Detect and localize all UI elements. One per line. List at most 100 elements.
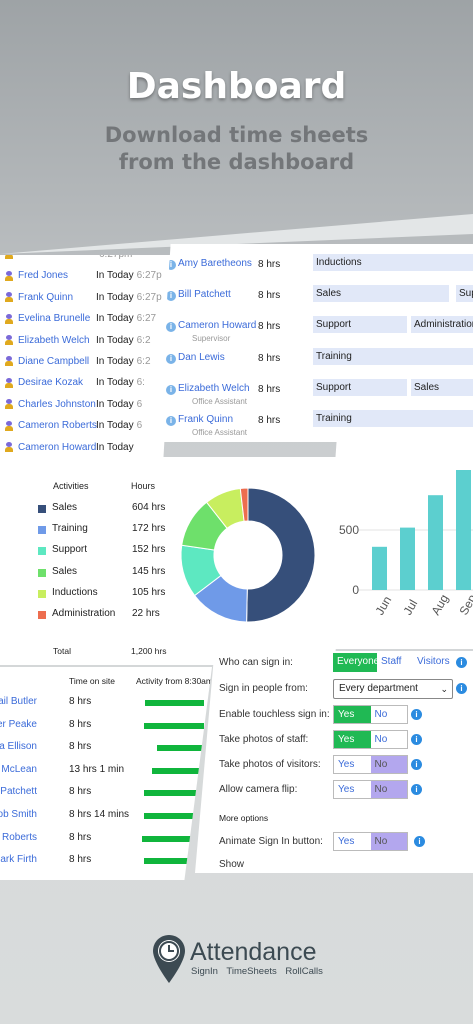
touchless-yes[interactable]: Yes	[334, 706, 371, 723]
visitor-name[interactable]: Clark Firth	[0, 854, 37, 866]
brand-name: Attendance	[190, 938, 317, 966]
legend-value: 22 hrs	[132, 608, 160, 619]
info-icon: i	[166, 260, 176, 270]
photos-visitors-label: Take photos of visitors:	[219, 759, 321, 770]
person-name[interactable]: Elizabeth Welch	[18, 334, 90, 346]
legend-swatch	[38, 505, 46, 513]
camera-flip-toggle: Yes No	[333, 780, 408, 799]
x-tick-label: Jul	[400, 597, 420, 617]
legend-value: 105 hrs	[132, 586, 166, 598]
staff-name[interactable]: Frank Quinn	[178, 414, 234, 425]
who-everyone[interactable]: Everyone	[333, 653, 379, 672]
person-name[interactable]: Desirae Kozak	[18, 377, 84, 389]
time-on-site: 8 hrs	[69, 718, 92, 730]
table-row[interactable]: Clark Firth 8 hrs	[0, 854, 212, 868]
touchless-no[interactable]: No	[374, 709, 388, 720]
table-row[interactable]: Abigail Butler 8 hrs	[0, 696, 212, 710]
person-time: 6	[136, 398, 143, 410]
visitor-name[interactable]: Abigail Butler	[0, 696, 37, 707]
person-name[interactable]: Diane Campbell	[18, 356, 90, 367]
activity-bar-fill	[142, 835, 204, 842]
more-options-heading: More options	[219, 813, 269, 823]
visitor-name[interactable]: Amelia Ellison	[0, 741, 37, 753]
list-item[interactable]: Cameron RobertsIn Today 6	[5, 420, 142, 434]
animate-info-icon[interactable]: i	[414, 836, 425, 847]
photos-staff-no[interactable]: No	[374, 734, 388, 745]
legend-value: 172 hrs	[132, 523, 166, 535]
list-item[interactable]: Charles JohnstonIn Today 6	[5, 399, 142, 413]
hero-subtitle: Download time sheets from the dashboard	[0, 122, 473, 176]
photos-visitors-info-icon[interactable]: i	[411, 759, 422, 770]
staff-hours: 8 hrs	[258, 259, 281, 270]
list-item[interactable]: Fred Jones In Today 6:27p	[5, 270, 162, 284]
list-item[interactable]: Evelina Brunelle In Today 6:27	[5, 313, 156, 327]
table-row[interactable]: Amelia Ellison 8 hrs	[0, 741, 212, 755]
person-status: In Today	[96, 313, 134, 325]
time-on-site: 8 hrs 14 mins	[69, 809, 130, 820]
table-row[interactable]: Anne McLean 13 hrs 1 min	[0, 764, 212, 778]
person-status: In Today	[96, 420, 134, 432]
location-clock-icon	[153, 935, 185, 983]
photos-staff-yes[interactable]: Yes	[334, 731, 371, 748]
table-row[interactable]: Bob Smith 8 hrs 14 mins	[0, 809, 212, 823]
animate-yes[interactable]: Yes	[338, 836, 355, 847]
photos-staff-info-icon[interactable]: i	[411, 734, 422, 745]
camera-flip-no[interactable]: No	[370, 781, 407, 798]
table-row[interactable]: Bill Patchett 8 hrs	[0, 786, 212, 800]
staff-name[interactable]: Bill Patchett	[178, 289, 231, 301]
list-item[interactable]: Desirae Kozak In Today 6:	[5, 377, 145, 391]
person-name[interactable]: Evelina Brunelle	[18, 313, 91, 325]
brand-tag-rollcalls: RollCalls	[285, 966, 323, 977]
staff-name[interactable]: Cameron Howard	[178, 320, 257, 332]
staff-name[interactable]: Amy Baretheons	[178, 258, 252, 269]
legend-item: Inductions 105 hrs	[38, 587, 168, 601]
person-name[interactable]: Cameron Roberts	[18, 420, 97, 432]
list-item[interactable]: Frank Quinn In Today 6:27p	[5, 292, 162, 306]
who-staff[interactable]: Staff	[381, 656, 402, 667]
list-item[interactable]: Diane Campbell In Today 6:2	[5, 356, 151, 370]
person-name[interactable]: Charles Johnston	[18, 398, 96, 410]
staff-name[interactable]: Elizabeth Welch	[178, 382, 250, 394]
legend-label: Training	[52, 523, 88, 535]
visitor-name[interactable]: Alexander Peake	[0, 718, 37, 730]
list-item[interactable]: 6:27pm	[5, 255, 132, 263]
group-tag: Administration	[411, 316, 473, 334]
department-select-value: Every department	[339, 683, 418, 694]
person-name[interactable]: Fred Jones	[18, 270, 69, 282]
who-visitors[interactable]: Visitors	[417, 656, 450, 667]
visitor-name[interactable]: Cameron Roberts	[0, 831, 37, 843]
staff-name[interactable]: Dan Lewis	[178, 351, 225, 363]
activity-bar-fill	[145, 700, 204, 706]
camera-flip-yes[interactable]: Yes	[338, 784, 355, 795]
camera-flip-info-icon[interactable]: i	[411, 784, 422, 795]
visitor-name[interactable]: Bob Smith	[0, 809, 37, 820]
activity-bar	[137, 745, 204, 752]
staff-hours: 8 hrs	[258, 352, 281, 364]
person-icon	[5, 356, 13, 367]
list-item[interactable]: Elizabeth Welch In Today 6:2	[5, 335, 151, 349]
who-info-icon[interactable]: i	[456, 657, 467, 668]
list-item[interactable]: Cameron HowardIn Today	[5, 442, 137, 456]
table-row[interactable]: Cameron Roberts 8 hrs	[0, 832, 212, 846]
touchless-label: Enable touchless sign in:	[219, 709, 330, 720]
visitor-name[interactable]: Anne McLean	[0, 763, 37, 775]
legend-item: Sales 145 hrs	[38, 566, 168, 580]
activity-bar	[137, 858, 204, 865]
person-name[interactable]: Frank Quinn	[18, 291, 74, 303]
info-icon: i	[166, 384, 176, 395]
person-name[interactable]: Cameron Howard	[18, 441, 97, 453]
table-row[interactable]: Alexander Peake 8 hrs	[0, 719, 212, 733]
person-icon	[5, 399, 13, 410]
activity-bar-fill	[143, 722, 204, 729]
from-info-icon[interactable]: i	[456, 683, 467, 694]
visitor-name[interactable]: Bill Patchett	[0, 786, 37, 798]
photos-visitors-no[interactable]: No	[370, 756, 407, 773]
staff-role: Office Assistant	[192, 396, 247, 406]
bar	[428, 495, 443, 590]
bar	[372, 546, 387, 590]
touchless-info-icon[interactable]: i	[411, 709, 422, 720]
animate-no[interactable]: No	[370, 833, 407, 850]
person-icon	[5, 377, 13, 388]
photos-visitors-yes[interactable]: Yes	[338, 759, 355, 770]
department-select[interactable]: Every department ⌄	[333, 679, 453, 699]
